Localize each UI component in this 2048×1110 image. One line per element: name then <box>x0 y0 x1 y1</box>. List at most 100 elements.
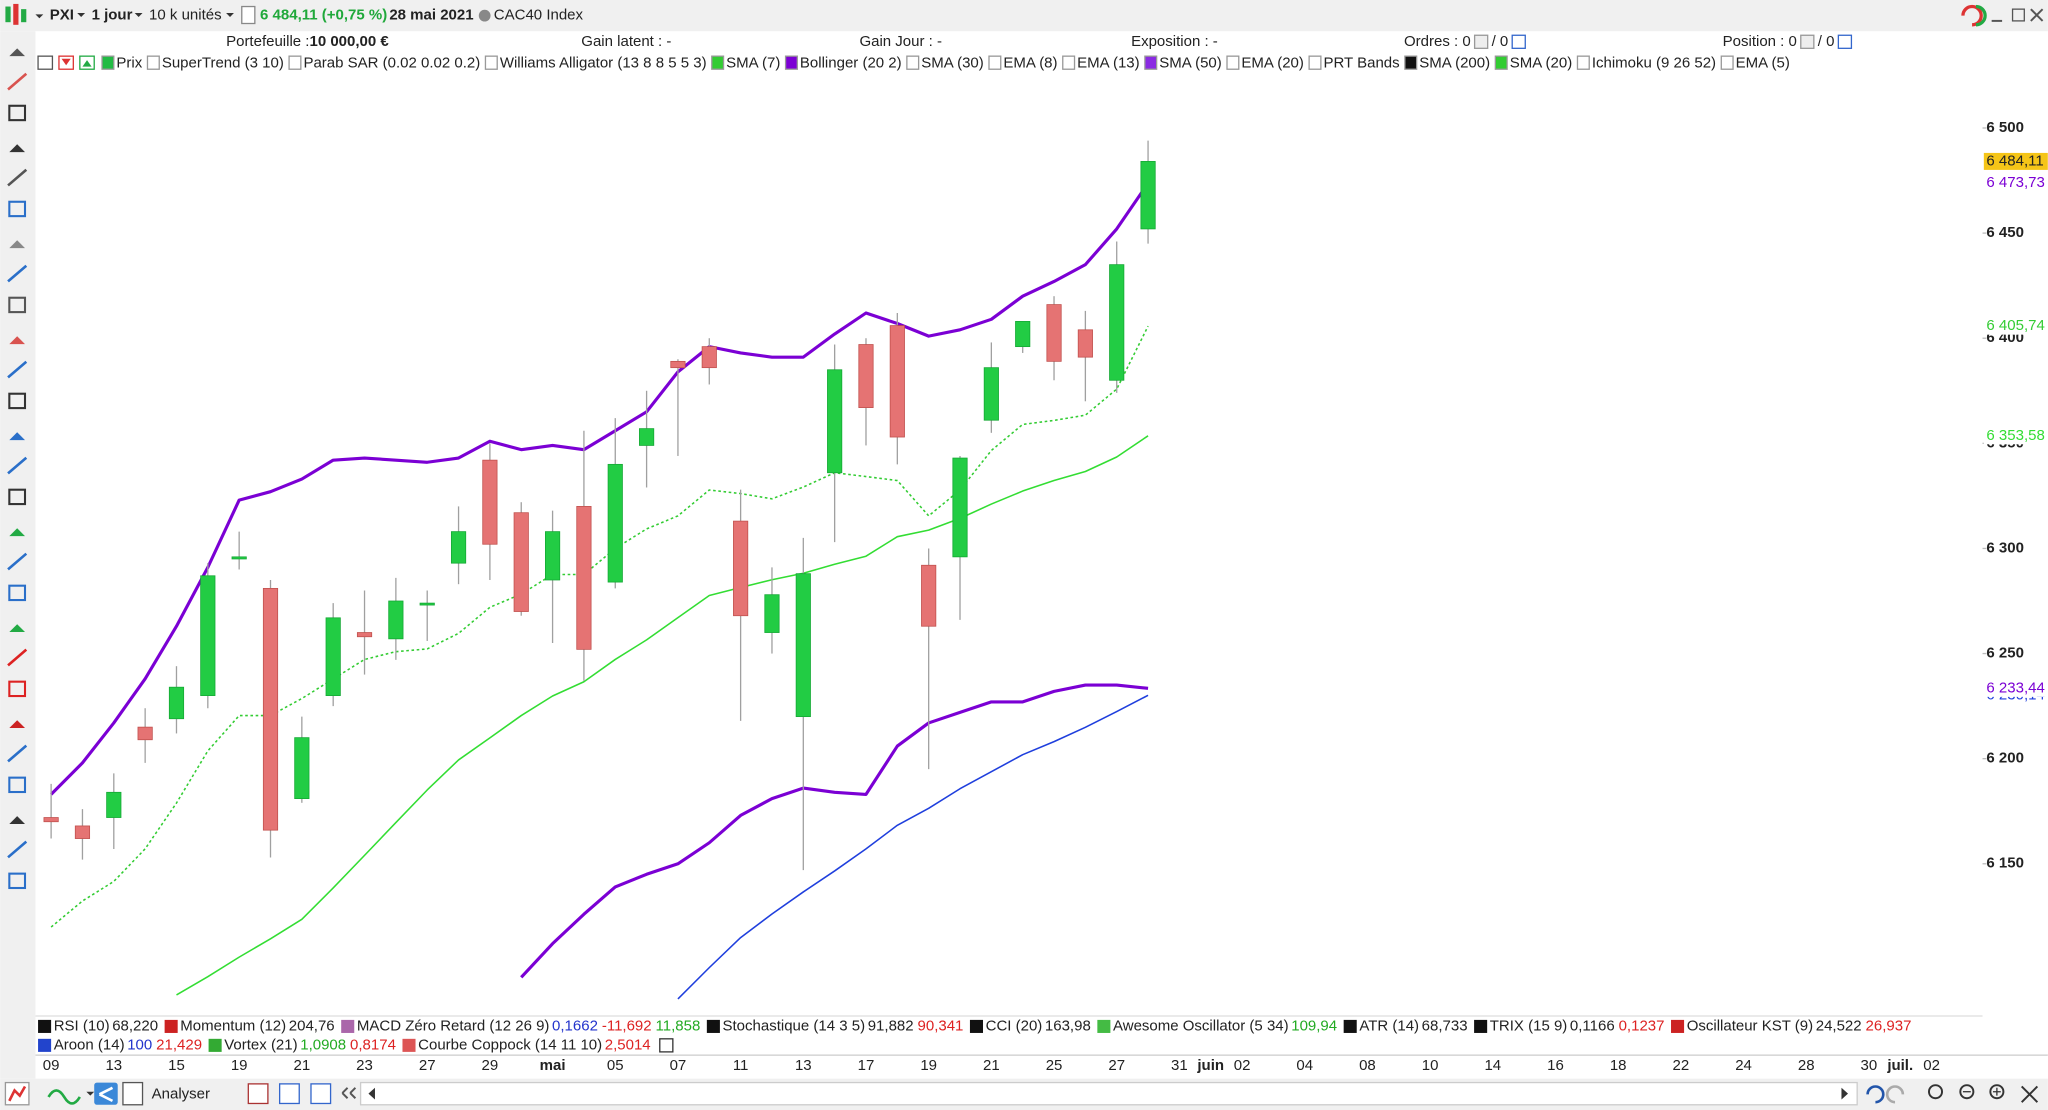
indicator-toggle[interactable] <box>484 55 498 70</box>
indicator-toggle[interactable] <box>101 55 115 70</box>
candle-body <box>1015 321 1031 348</box>
candle-body <box>1109 264 1125 381</box>
oscillator-toggle[interactable] <box>38 1019 52 1033</box>
account-sub: / 0 <box>1492 33 1509 50</box>
window-controls[interactable] <box>1961 4 2044 27</box>
tool[interactable] <box>9 624 25 633</box>
zoom-controls[interactable] <box>1866 1084 2039 1104</box>
tool[interactable] <box>9 144 25 153</box>
tool[interactable] <box>8 104 27 122</box>
order-icon[interactable] <box>241 5 256 25</box>
oscillator-toggle[interactable] <box>341 1019 355 1033</box>
x-tick-label: 21 <box>294 1057 311 1074</box>
indicator-toggle[interactable] <box>288 55 302 70</box>
bottom-icons-2[interactable] <box>247 1083 357 1105</box>
tool[interactable] <box>8 200 27 218</box>
indicator-toggle[interactable] <box>784 55 798 70</box>
oscillator-toggle[interactable] <box>969 1019 984 1033</box>
oscillator-toggle[interactable] <box>1343 1019 1357 1033</box>
indicator-toggle[interactable] <box>1720 55 1734 70</box>
oscillator-toggle[interactable] <box>164 1019 178 1033</box>
indicator-toggle[interactable] <box>146 55 160 70</box>
tool[interactable] <box>7 744 28 763</box>
oscillator-toggle[interactable] <box>1474 1019 1488 1033</box>
x-tick-label: 16 <box>1547 1057 1564 1074</box>
tool[interactable] <box>9 240 25 249</box>
tool[interactable] <box>7 456 28 475</box>
oscillator-toggle[interactable] <box>706 1019 720 1033</box>
indicator-toggle[interactable] <box>1404 55 1418 70</box>
tool[interactable] <box>9 720 25 729</box>
indicator-name: EMA (20) <box>1241 54 1304 71</box>
tool[interactable] <box>8 488 27 506</box>
tool[interactable] <box>9 336 25 345</box>
account-value: 10 000,00 € <box>309 33 389 50</box>
tool[interactable] <box>7 360 28 379</box>
plot <box>43 140 1156 1000</box>
tool[interactable] <box>7 552 28 571</box>
indicator-toggle[interactable] <box>711 55 725 70</box>
icon[interactable] <box>1473 34 1489 49</box>
icon[interactable] <box>1800 34 1815 49</box>
period[interactable]: 1 jour <box>92 7 133 24</box>
icon[interactable] <box>1837 34 1853 49</box>
indicator-name: Ichimoku (9 26 52) <box>1592 54 1716 71</box>
indicator-toggle[interactable] <box>1576 55 1590 70</box>
tool[interactable] <box>9 528 25 537</box>
oscillator-name: TRIX (15 9) <box>1490 1017 1568 1034</box>
tool[interactable] <box>8 584 27 602</box>
indicator-toggle[interactable] <box>1226 55 1240 70</box>
status-dot <box>478 9 491 22</box>
oscillator-toggle[interactable] <box>1097 1019 1111 1033</box>
candle-body <box>607 463 623 583</box>
candle-body <box>1140 161 1156 230</box>
indicator-line <box>176 435 1149 996</box>
x-tick-label: 13 <box>105 1057 122 1074</box>
tool[interactable] <box>8 776 27 794</box>
tool-icons[interactable] <box>7 48 28 890</box>
oscillator-toggle[interactable] <box>38 1038 52 1052</box>
indicator-toggle[interactable] <box>1062 55 1076 70</box>
x-tick-label: 17 <box>858 1057 875 1074</box>
tool[interactable] <box>7 840 28 859</box>
symbol[interactable]: PXI <box>50 7 74 24</box>
dropdown-arrow[interactable] <box>226 13 234 17</box>
x-tick-label: 10 <box>1422 1057 1439 1074</box>
legend-icons[interactable] <box>37 55 95 70</box>
indicator-toggle[interactable] <box>906 55 920 70</box>
detach-icon[interactable] <box>659 1038 674 1053</box>
account-items: Portefeuille : 10 000,00 € Gain latent : … <box>226 33 1853 50</box>
indicator-toggle[interactable] <box>1308 55 1322 70</box>
price-tag <box>1983 174 2048 192</box>
last-price: 6 484,11 (+0,75 %) <box>260 7 387 24</box>
tool[interactable] <box>9 48 25 57</box>
tool[interactable] <box>7 72 28 91</box>
dropdown-arrow[interactable] <box>134 13 143 17</box>
oscillator-toggle[interactable] <box>1671 1019 1685 1033</box>
tool[interactable] <box>7 264 28 283</box>
tool[interactable] <box>7 648 28 667</box>
tool[interactable] <box>7 168 28 187</box>
tool[interactable] <box>8 680 27 698</box>
icon[interactable] <box>1511 34 1526 49</box>
bottom-icons[interactable] <box>4 1081 144 1106</box>
oscillator-toggle[interactable] <box>208 1038 222 1052</box>
tool[interactable] <box>9 816 25 825</box>
scrollbar[interactable] <box>359 1081 1858 1106</box>
units[interactable]: 10 k unités <box>149 7 222 24</box>
oscillator-toggle[interactable] <box>402 1038 416 1052</box>
indicator-toggle[interactable] <box>1494 55 1508 70</box>
x-tick-label: 31 <box>1171 1057 1188 1074</box>
indicator-line <box>50 325 1149 928</box>
candle-body <box>419 602 435 606</box>
analyse-button[interactable]: Analyser <box>152 1085 210 1102</box>
indicator-toggle[interactable] <box>1144 55 1158 70</box>
tool[interactable] <box>9 432 25 441</box>
tool[interactable] <box>8 296 27 314</box>
oscillator-value: 0,1237 <box>1619 1017 1665 1034</box>
tool[interactable] <box>8 872 27 890</box>
x-tick-label: 23 <box>356 1057 373 1074</box>
indicator-toggle[interactable] <box>988 55 1002 70</box>
dropdown-arrow[interactable] <box>77 13 86 17</box>
tool[interactable] <box>8 392 27 410</box>
